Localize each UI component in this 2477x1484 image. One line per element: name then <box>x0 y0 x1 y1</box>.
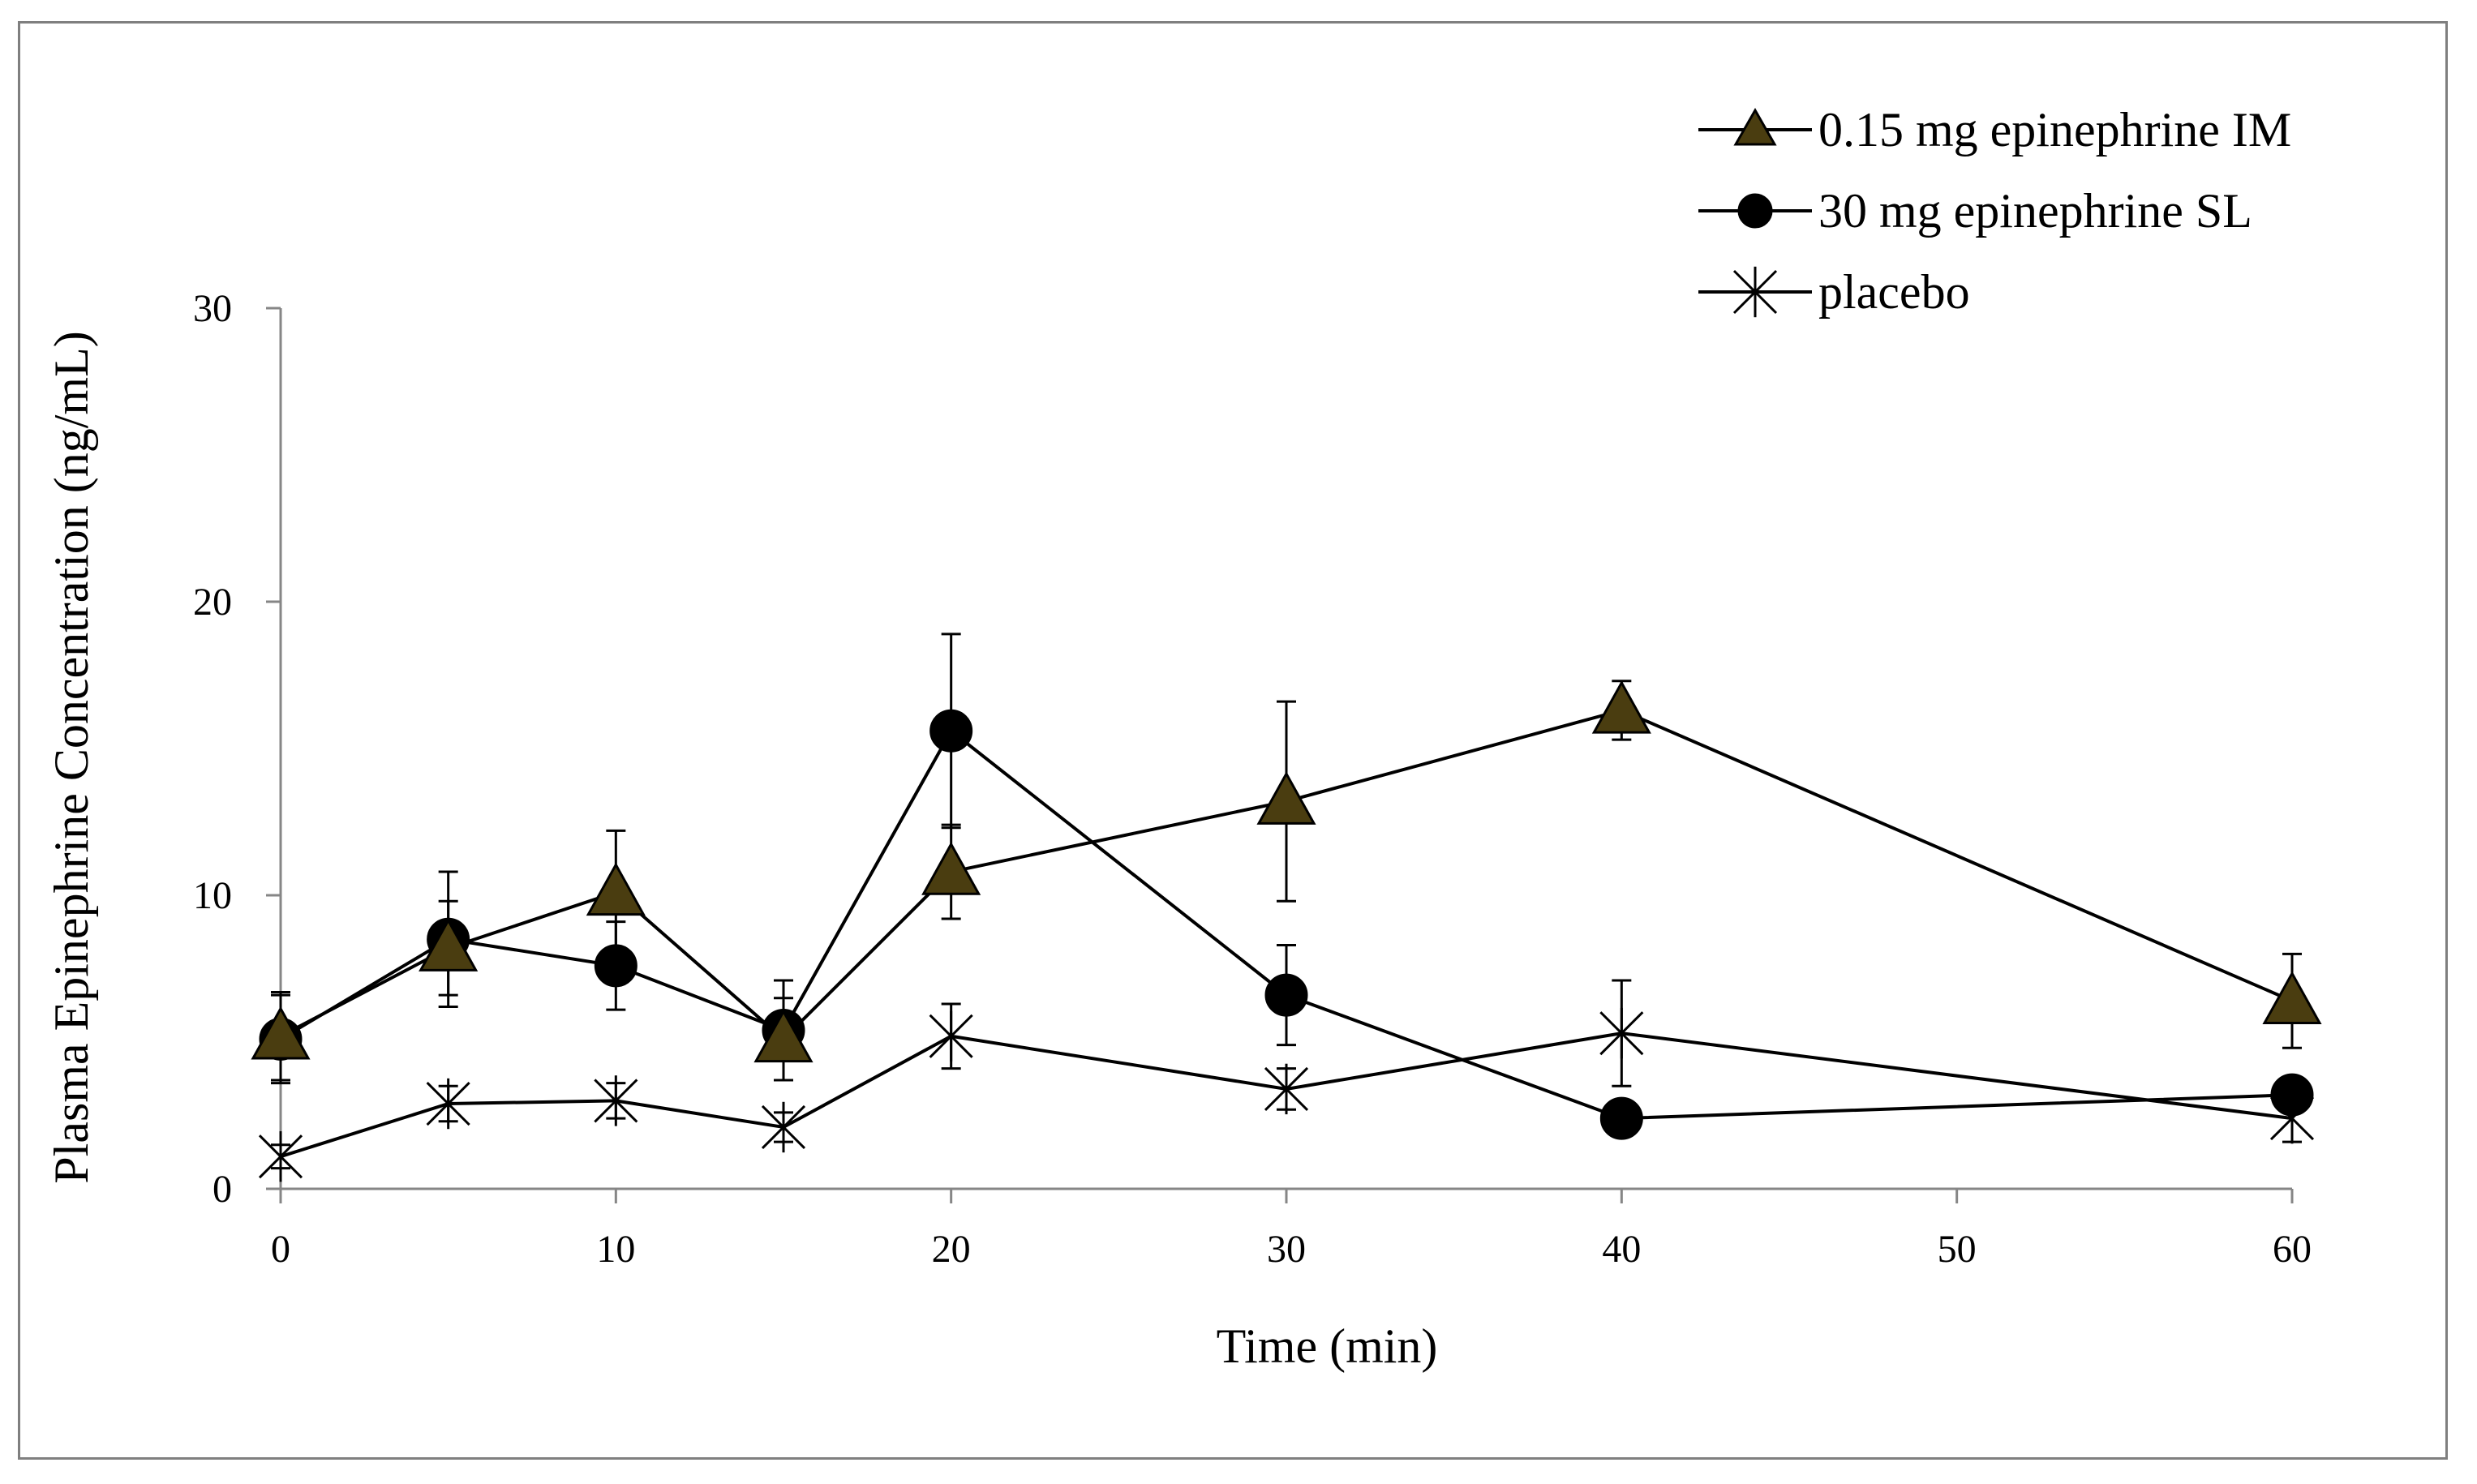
x-tick-label: 20 <box>932 1228 971 1271</box>
data-point <box>426 1078 470 1130</box>
data-point <box>586 862 646 916</box>
series-line <box>279 728 2293 1121</box>
x-tick-label: 10 <box>596 1228 635 1271</box>
x-tick-label: 60 <box>2273 1228 2312 1271</box>
series-triangle <box>251 680 2322 1082</box>
legend: 0.15 mg epinephrine IM 30 mg epinephrine … <box>1698 103 2291 319</box>
y-axis-title: Plasma Epinephrine Concentration (ng/mL) <box>45 331 98 1183</box>
y-tick-label: 20 <box>193 581 232 624</box>
y-tick-label: 0 <box>212 1168 232 1211</box>
data-point <box>2270 1073 2314 1117</box>
data-point <box>753 1009 814 1063</box>
data-point <box>594 1075 638 1126</box>
series-star <box>258 979 2315 1182</box>
chart-frame <box>18 21 2448 1460</box>
data-point <box>1599 1096 1643 1140</box>
x-tick-label: 50 <box>1938 1228 1977 1271</box>
legend-label: 0.15 mg epinephrine IM <box>1818 103 2291 157</box>
axes: 0 10 20 30 0 10 20 30 40 50 60 <box>193 287 2312 1271</box>
legend-label: placebo <box>1818 265 1970 319</box>
x-tick-label: 0 <box>271 1228 290 1271</box>
series-circle <box>259 633 2314 1140</box>
data-point <box>1264 1063 1309 1115</box>
data-point <box>929 709 973 753</box>
data-point <box>1256 771 1316 825</box>
series-line <box>280 708 2293 1042</box>
data-point <box>1599 1007 1644 1059</box>
data-point <box>1264 973 1308 1017</box>
legend-item: 30 mg epinephrine SL <box>1698 184 2252 238</box>
x-tick-label: 40 <box>1602 1228 1641 1271</box>
x-tick-label: 30 <box>1267 1228 1306 1271</box>
y-tick-label: 10 <box>193 874 232 917</box>
y-tick-label: 30 <box>193 287 232 330</box>
data-point <box>2262 971 2322 1025</box>
data-point <box>251 1006 311 1060</box>
data-point <box>419 918 479 971</box>
series-layer <box>251 633 2322 1182</box>
legend-marker <box>1737 193 1773 229</box>
data-point <box>761 1101 806 1153</box>
x-axis-title: Time (min) <box>1217 1319 1438 1373</box>
legend-marker <box>1733 107 1777 146</box>
legend-label: 30 mg epinephrine SL <box>1818 184 2252 238</box>
data-point <box>921 841 981 895</box>
legend-item: 0.15 mg epinephrine IM <box>1698 103 2291 157</box>
data-point <box>929 1010 973 1062</box>
data-point <box>1591 680 1651 734</box>
series-line <box>280 1032 2293 1159</box>
data-point <box>258 1130 303 1182</box>
legend-item: placebo <box>1698 265 1970 319</box>
legend-marker <box>1732 266 1778 318</box>
